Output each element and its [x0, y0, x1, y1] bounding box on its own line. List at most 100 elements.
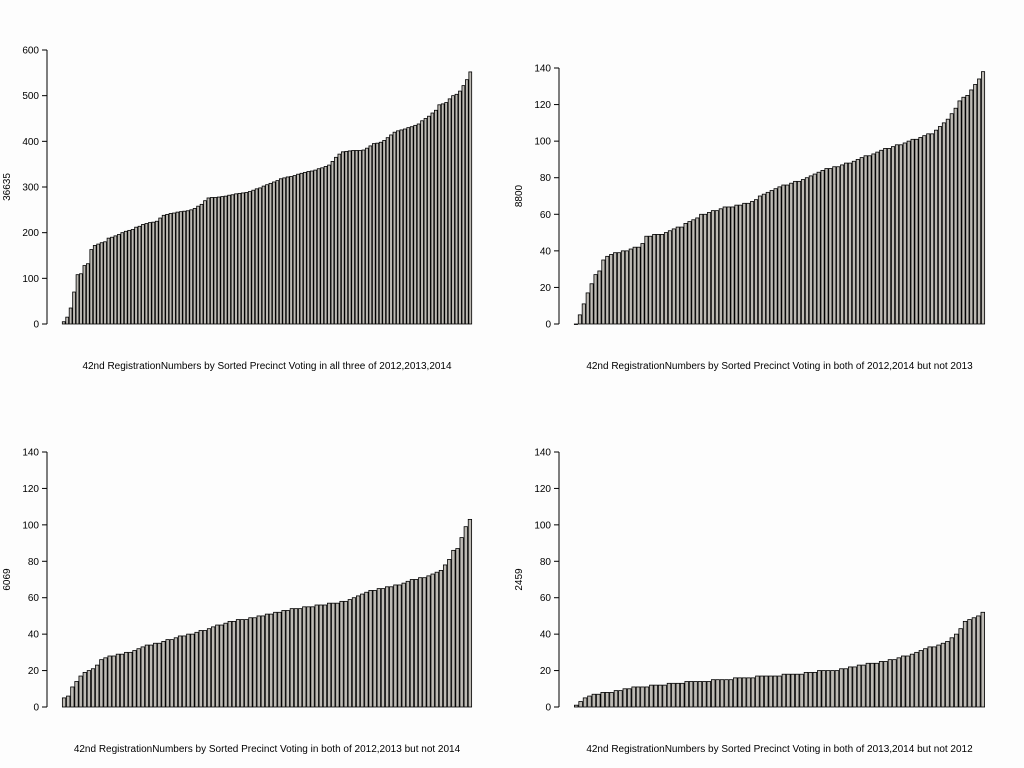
- bar: [703, 213, 708, 325]
- bar: [86, 263, 90, 325]
- bar: [258, 187, 262, 325]
- bar: [914, 138, 919, 325]
- bar: [750, 201, 755, 325]
- bar: [314, 604, 319, 708]
- bar: [843, 668, 848, 708]
- bar: [322, 604, 328, 708]
- bar: [875, 151, 880, 325]
- bar: [604, 692, 610, 708]
- bar: [662, 684, 667, 708]
- bar: [734, 204, 739, 325]
- bar: [605, 255, 610, 325]
- bar: [965, 95, 970, 325]
- chart-panel-3: 0 20 40 60 80 100 120 140 6069 42nd RegistrationN…: [2, 448, 473, 755]
- bar: [423, 118, 428, 325]
- bar: [879, 149, 884, 325]
- bar: [306, 171, 311, 325]
- bar: [981, 71, 986, 325]
- bar: [335, 602, 340, 708]
- bar: [113, 235, 118, 325]
- bar: [382, 140, 386, 325]
- bar: [82, 265, 87, 325]
- bar: [231, 620, 236, 708]
- bar: [870, 662, 875, 708]
- bar: [887, 659, 893, 708]
- bar: [299, 172, 304, 325]
- bar: [761, 193, 766, 325]
- bar: [211, 626, 216, 708]
- bar: [459, 537, 464, 708]
- bar: [773, 188, 778, 325]
- bar: [954, 633, 959, 708]
- y-tick-label: 400: [22, 137, 39, 148]
- bar: [361, 149, 366, 325]
- bar: [653, 684, 658, 708]
- bar: [451, 95, 455, 325]
- bar: [202, 630, 207, 708]
- bar: [124, 651, 129, 708]
- bar: [707, 212, 712, 325]
- bar: [945, 641, 950, 708]
- bar: [351, 597, 357, 708]
- bar: [277, 611, 282, 708]
- bar: [358, 150, 362, 325]
- bar: [937, 126, 942, 325]
- bar: [318, 604, 323, 708]
- bar: [977, 78, 982, 325]
- bar: [949, 113, 954, 325]
- bar: [851, 160, 856, 325]
- bar: [82, 671, 87, 708]
- bar: [693, 681, 698, 708]
- bar: [384, 586, 390, 708]
- bar: [587, 695, 592, 708]
- bar: [834, 670, 840, 708]
- bar: [741, 677, 747, 708]
- bar: [151, 221, 156, 325]
- bar: [573, 323, 578, 325]
- chart-panel-1: 0 100 200 300 400 500 600 36635 42nd Registratio…: [2, 46, 473, 372]
- bar: [772, 675, 778, 708]
- bar: [75, 274, 80, 325]
- bar: [688, 681, 694, 708]
- bar: [334, 156, 338, 325]
- bar: [234, 193, 238, 325]
- bar: [72, 291, 76, 325]
- bar: [718, 208, 723, 325]
- bar: [95, 664, 100, 708]
- bar: [340, 151, 345, 325]
- bar: [330, 161, 335, 325]
- bar: [302, 606, 307, 708]
- bar: [185, 210, 190, 325]
- bar: [852, 666, 857, 708]
- bar: [691, 219, 696, 325]
- bar: [256, 615, 261, 708]
- bar: [461, 85, 466, 325]
- bar: [825, 670, 831, 708]
- bar: [354, 150, 359, 325]
- bar: [941, 122, 946, 325]
- bar: [733, 677, 738, 708]
- bar: [130, 229, 135, 325]
- bar: [759, 675, 765, 708]
- bar: [148, 222, 152, 325]
- bar: [203, 200, 207, 325]
- bar: [656, 233, 661, 325]
- bar: [781, 673, 787, 708]
- bar: [918, 650, 924, 708]
- bar: [578, 701, 583, 708]
- bar: [356, 595, 361, 708]
- bar: [887, 148, 892, 325]
- bar: [620, 250, 625, 325]
- bar: [110, 236, 114, 325]
- bar: [820, 169, 825, 325]
- bar: [746, 677, 751, 708]
- bar: [173, 637, 178, 708]
- bar: [66, 695, 71, 708]
- y-tick-label: 0: [545, 320, 551, 331]
- bar: [808, 671, 813, 708]
- bar: [389, 586, 394, 708]
- bar: [702, 681, 707, 708]
- bar: [65, 316, 69, 325]
- bar: [196, 205, 200, 325]
